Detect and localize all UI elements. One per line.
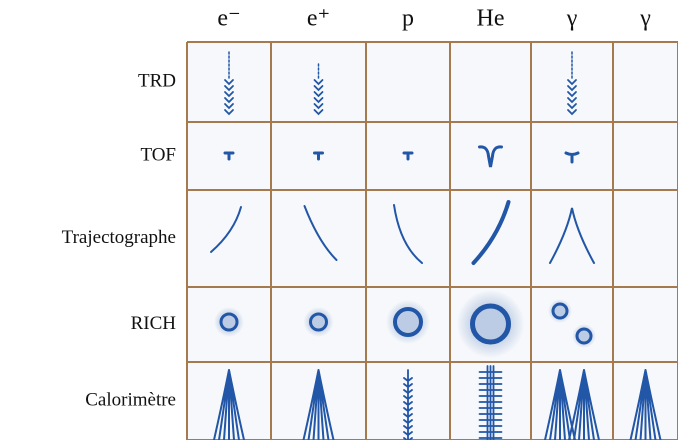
trd-hits (224, 79, 234, 116)
trd-hits (567, 79, 577, 116)
column-label: He (477, 6, 505, 32)
icons (210, 51, 662, 440)
rich-ring (393, 307, 423, 337)
rich-ring (470, 303, 511, 345)
trd-hits (313, 79, 324, 116)
shower (478, 365, 503, 440)
row-label: TRD (138, 70, 176, 91)
shower (213, 369, 245, 440)
tof-hit (564, 151, 580, 164)
rich-ring (551, 302, 569, 320)
row-label: RICH (131, 313, 177, 334)
row-label: Trajectographe (62, 227, 176, 248)
tof-hit (478, 145, 503, 168)
rich-halo (303, 307, 334, 337)
track (303, 205, 338, 261)
shower (302, 369, 335, 440)
tof-hit (313, 151, 324, 161)
track (549, 207, 595, 264)
row-label: TOF (140, 144, 176, 165)
row-label: Calorimètre (85, 389, 176, 410)
shower (568, 369, 600, 440)
labels: e⁻ e⁺ p He γ γ TRD TOF Trajectographe RICH Calorim… (62, 6, 652, 411)
shower (544, 369, 576, 440)
column-label: γ (639, 6, 651, 32)
shower (403, 369, 413, 440)
tof-hit (402, 151, 414, 161)
rich-ring (309, 312, 328, 332)
rich-ring (219, 312, 239, 332)
track (471, 200, 511, 265)
grid (186, 41, 678, 440)
rich-halo (214, 307, 244, 337)
column-label: p (402, 6, 414, 32)
rich-halo (386, 300, 430, 344)
column-label: e⁻ (217, 6, 240, 32)
track (210, 206, 242, 253)
rich-halo (456, 290, 525, 358)
shower (629, 369, 662, 440)
column-label: γ (566, 6, 578, 32)
track (393, 204, 423, 264)
column-label: e⁺ (307, 6, 330, 32)
table-body (187, 42, 678, 440)
tof-hit (223, 151, 235, 161)
rich-ring (575, 327, 593, 345)
